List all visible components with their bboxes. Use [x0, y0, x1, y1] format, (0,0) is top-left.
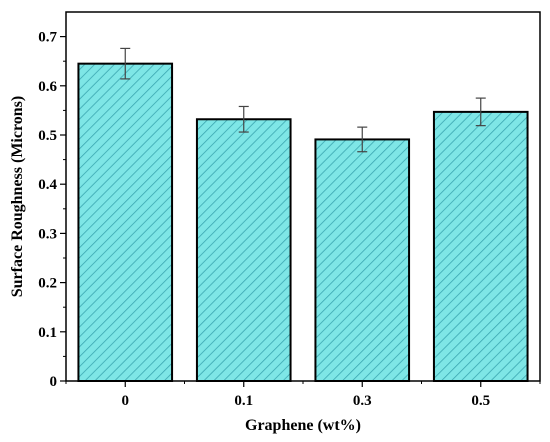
y-tick-label: 0	[50, 374, 58, 390]
plot-area: 0 0.1 0.2 0.3 0.4 0.5 0.6 0.7 0 0.1 0.3 0.5	[38, 11, 541, 409]
x-tick-label: 0	[122, 393, 130, 409]
y-tick-label: 0.6	[38, 79, 57, 95]
y-tick-label: 0.2	[38, 276, 57, 292]
y-axis-title: Surface Roughness (Microns)	[9, 96, 26, 297]
y-tick-label: 0.3	[38, 226, 57, 242]
y-tick-label: 0.7	[38, 30, 57, 46]
bar-0.1	[195, 118, 292, 382]
y-tick-label: 0.5	[38, 128, 57, 144]
x-tick-label: 0.5	[471, 393, 490, 409]
y-tick-label: 0.1	[38, 325, 57, 341]
x-tick-label: 0.3	[353, 393, 372, 409]
bar-0	[77, 62, 174, 382]
bar-0.5	[432, 110, 529, 382]
x-tick-label: 0.1	[234, 393, 253, 409]
x-axis-title: Graphene (wt%)	[245, 417, 361, 434]
bar-0.3	[314, 138, 411, 382]
y-tick-label: 0.4	[38, 177, 57, 193]
